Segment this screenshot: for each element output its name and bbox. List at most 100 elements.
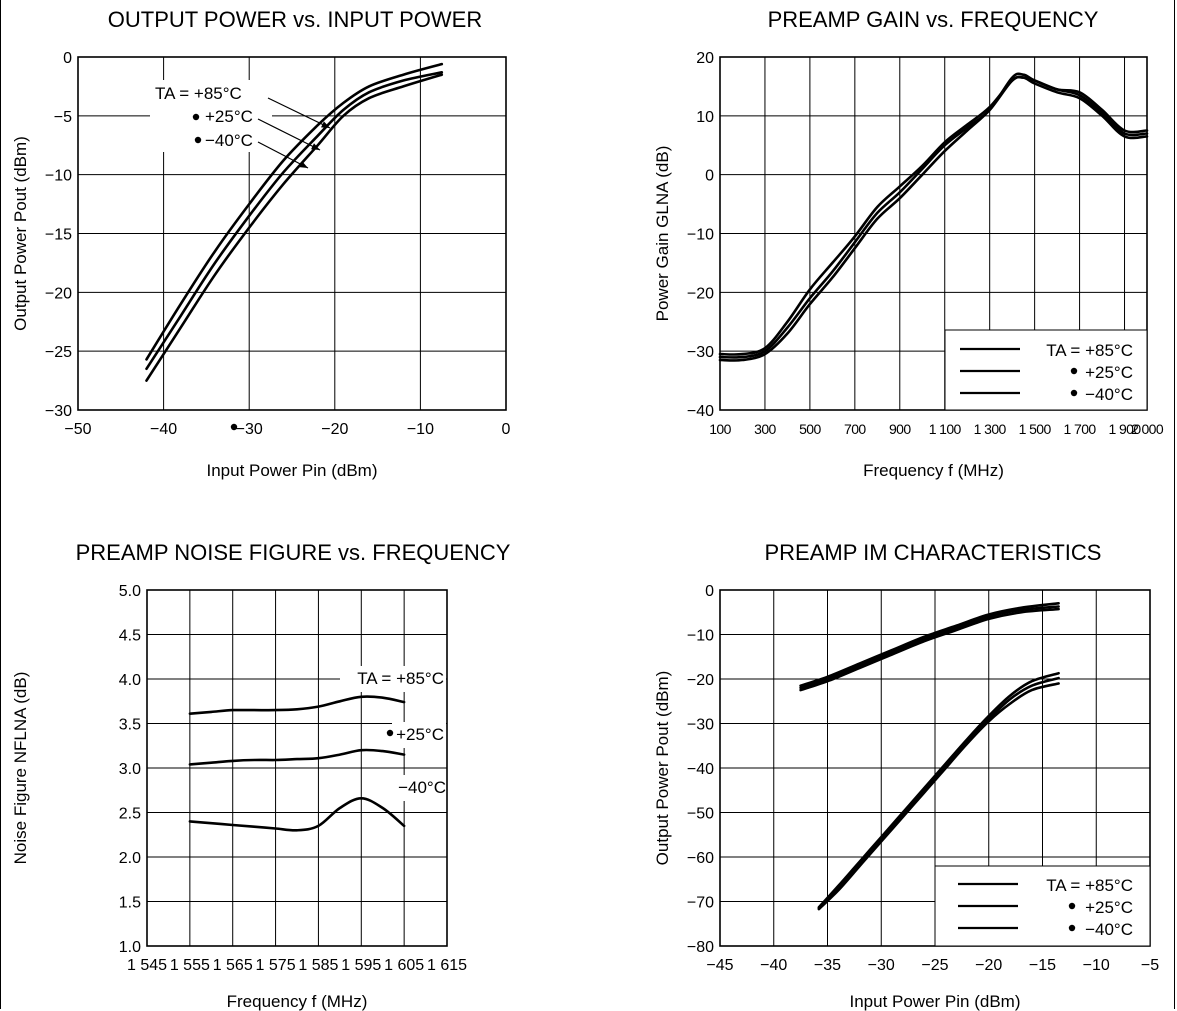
chart-1: −50 −40 −30 −20 −10 0−30−25−20−15−10−50OUTPUT… bbox=[11, 7, 511, 480]
legend-arrowhead bbox=[321, 121, 330, 128]
x-tick-label: −30 bbox=[236, 421, 263, 438]
series-line bbox=[799, 607, 1060, 692]
y-axis-label: Noise Figure NFLNA (dB) bbox=[11, 672, 30, 865]
y-tick-label: −10 bbox=[687, 628, 714, 645]
x-tick-label: −20 bbox=[975, 957, 1002, 974]
y-tick-label: −40 bbox=[687, 761, 714, 778]
chart-title: OUTPUT POWER vs. INPUT POWER bbox=[108, 7, 482, 32]
series-line bbox=[145, 62, 444, 361]
y-axis-label: Output Power Pout (dBm) bbox=[653, 671, 672, 866]
x-tick-label: 900 bbox=[889, 421, 911, 437]
x-tick-label: −35 bbox=[814, 957, 841, 974]
series-line bbox=[799, 605, 1060, 690]
x-tick-label: 1 575 bbox=[256, 957, 296, 974]
x-tick-label: 0 bbox=[502, 421, 511, 438]
legend-label: −40°C bbox=[1085, 385, 1133, 404]
x-axis-label: Frequency f (MHz) bbox=[227, 992, 368, 1011]
legend-label: +25°C bbox=[1085, 898, 1133, 917]
legend-leader-line bbox=[267, 97, 331, 129]
x-tick-label: 1 900 bbox=[1109, 421, 1142, 437]
series-line bbox=[188, 695, 406, 715]
legend-arrowhead bbox=[311, 143, 320, 150]
y-tick-label: −20 bbox=[687, 285, 714, 302]
series-line bbox=[718, 75, 1149, 362]
y-tick-label: −25 bbox=[45, 344, 72, 361]
y-tick-label: 1.0 bbox=[119, 939, 141, 956]
y-tick-label: 0 bbox=[63, 50, 72, 67]
y-tick-label: 5.0 bbox=[119, 583, 141, 600]
series-line bbox=[718, 72, 1149, 359]
y-tick-label: −70 bbox=[687, 895, 714, 912]
x-tick-label: 1 565 bbox=[213, 957, 253, 974]
series-line bbox=[817, 676, 1060, 910]
legend-label: +25°C bbox=[1085, 363, 1133, 382]
x-tick-label: 1 100 bbox=[929, 421, 962, 437]
x-axis-label: Input Power Pin (dBm) bbox=[849, 992, 1020, 1011]
x-tick-label: 1 500 bbox=[1019, 421, 1052, 437]
y-tick-label: 10 bbox=[696, 109, 714, 126]
y-tick-label: −10 bbox=[687, 227, 714, 244]
x-tick-label: −50 bbox=[64, 421, 91, 438]
y-tick-label: 0 bbox=[705, 583, 714, 600]
series-line bbox=[799, 602, 1060, 687]
x-tick-label: −10 bbox=[407, 421, 434, 438]
x-tick-label: −5 bbox=[1141, 957, 1159, 974]
x-tick-label: 1 300 bbox=[974, 421, 1007, 437]
x-tick-label: −25 bbox=[921, 957, 948, 974]
x-tick-label: 1 700 bbox=[1064, 421, 1097, 437]
y-tick-label: 3.0 bbox=[119, 761, 141, 778]
y-tick-label: −80 bbox=[687, 939, 714, 956]
y-tick-label: −20 bbox=[45, 285, 72, 302]
x-tick-label: 300 bbox=[754, 421, 776, 437]
x-tick-label: −40 bbox=[760, 957, 787, 974]
y-tick-label: −60 bbox=[687, 850, 714, 867]
chart-3: 1 545 1 555 1 565 1 575 1 585 1 595 1 605 1 615… bbox=[11, 540, 511, 1011]
chart-title: PREAMP IM CHARACTERISTICS bbox=[765, 540, 1102, 565]
legend-dot-marker bbox=[386, 729, 394, 737]
x-tick-label: 2 000 bbox=[1131, 421, 1164, 437]
legend-clear bbox=[388, 775, 446, 801]
plot-frame bbox=[146, 589, 448, 947]
y-tick-label: 0 bbox=[705, 168, 714, 185]
y-tick-label: 4.5 bbox=[119, 628, 141, 645]
y-tick-label: −5 bbox=[54, 109, 72, 126]
x-tick-label: 1 555 bbox=[170, 957, 210, 974]
legend-dot-marker bbox=[194, 136, 202, 144]
x-axis-label: Frequency f (MHz) bbox=[863, 461, 1004, 480]
y-tick-label: −10 bbox=[45, 168, 72, 185]
legend-label: TA = +85°C bbox=[1046, 876, 1133, 895]
x-tick-label: 1 595 bbox=[341, 957, 381, 974]
x-tick-label: −10 bbox=[1083, 957, 1110, 974]
legend-label: +25°C bbox=[205, 107, 253, 126]
legend-label: TA = +85°C bbox=[357, 669, 444, 688]
y-axis-label: Output Power Pout (dBm) bbox=[11, 136, 30, 331]
series-line bbox=[817, 682, 1060, 911]
legend-leader-line bbox=[257, 118, 321, 151]
legend-clear bbox=[150, 80, 272, 152]
plot-frame bbox=[77, 56, 507, 411]
plot-frame bbox=[719, 56, 1148, 411]
y-tick-label: −20 bbox=[687, 672, 714, 689]
series-line bbox=[817, 671, 1060, 909]
series-line bbox=[145, 71, 444, 371]
x-tick-label: −30 bbox=[868, 957, 895, 974]
legend-dot-marker bbox=[1068, 924, 1076, 932]
y-tick-label: −15 bbox=[45, 227, 72, 244]
x-tick-label: −20 bbox=[321, 421, 348, 438]
x-tick-label: −45 bbox=[706, 957, 733, 974]
x-tick-label: −15 bbox=[1029, 957, 1056, 974]
y-tick-label: 4.0 bbox=[119, 672, 141, 689]
y-tick-label: 2.5 bbox=[119, 806, 141, 823]
series-line bbox=[188, 748, 406, 766]
x-tick-label: 1 605 bbox=[384, 957, 424, 974]
y-axis-label: Power Gain GLNA (dB) bbox=[653, 146, 672, 322]
legend-dot-marker bbox=[1068, 902, 1076, 910]
legend-label: −40°C bbox=[398, 778, 446, 797]
x-tick-label: 100 bbox=[709, 421, 731, 437]
x-tick-label: 1 585 bbox=[298, 957, 338, 974]
legend-arrowhead bbox=[299, 161, 308, 168]
chart-title: PREAMP GAIN vs. FREQUENCY bbox=[768, 7, 1099, 32]
legend-label: +25°C bbox=[396, 725, 444, 744]
chart-title: PREAMP NOISE FIGURE vs. FREQUENCY bbox=[76, 540, 511, 565]
